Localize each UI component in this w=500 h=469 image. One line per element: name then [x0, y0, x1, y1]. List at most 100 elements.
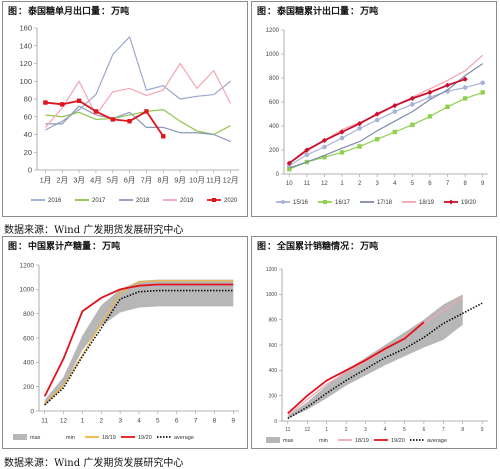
y-tick-label: 800 — [23, 311, 34, 318]
x-tick-label: 3月 — [73, 176, 85, 185]
x-tick-label: 8 — [461, 427, 464, 433]
data-source-note: 数据来源：Wind 广发期货发展研究中心 — [4, 458, 184, 469]
y-tick-label: 400 — [269, 368, 278, 374]
x-tick-label: 3 — [364, 427, 367, 433]
y-tick-label: 200 — [269, 148, 280, 154]
x-tick-label: 4 — [384, 427, 387, 433]
series-line-average — [287, 302, 483, 420]
x-tick-label: 11 — [304, 181, 311, 187]
x-tick-label: 8月 — [157, 176, 169, 185]
legend-label: 2018 — [136, 198, 150, 204]
series-line-2018 — [45, 105, 231, 143]
x-tick-label: 4月 — [90, 176, 102, 185]
data-point-2020 — [144, 109, 149, 114]
title-unit: 万吨 — [111, 7, 130, 17]
x-tick-label: 10 — [286, 181, 293, 187]
x-tick-label: 12 — [304, 427, 310, 433]
x-tick-label: 1 — [81, 418, 85, 425]
x-tick-label: 6 — [428, 181, 432, 187]
legend-marker — [323, 200, 327, 204]
x-tick-label: 2月 — [56, 176, 68, 185]
legend-swatch-max — [13, 434, 27, 440]
data-point-15/16 — [322, 144, 327, 150]
data-point-16/17 — [339, 150, 345, 155]
legend-label: min — [319, 438, 328, 444]
title-text: 中国累计产糖量 — [28, 242, 92, 252]
y-tick-label: 0 — [30, 408, 34, 415]
legend-label: 16/17 — [335, 200, 351, 206]
x-tick-label: 7 — [194, 418, 198, 425]
title-label: 图 — [8, 242, 18, 252]
y-tick-label: 0 — [28, 166, 32, 175]
title-unit: 万吨 — [360, 242, 379, 252]
x-tick-label: 11月 — [206, 176, 221, 185]
title-label: 图 — [257, 7, 267, 17]
data-source-note: 数据来源：Wind 广发期货发展研究中心 — [4, 225, 184, 236]
data-point-16/17 — [357, 144, 362, 149]
data-point-2020 — [110, 117, 115, 122]
legend-label: average — [174, 435, 194, 441]
legend-label: 19/20 — [138, 435, 152, 441]
series-line-17/18 — [289, 63, 484, 169]
legend-label: 19/20 — [461, 200, 477, 206]
x-tick-label: 2 — [345, 427, 348, 433]
y-tick-label: 400 — [269, 124, 280, 130]
x-tick-label: 9 — [481, 427, 484, 433]
series-line-16/17 — [289, 91, 483, 170]
chart-title: 图：全国累计销糖情况：万吨 — [257, 242, 379, 252]
title-label: 图 — [8, 7, 18, 17]
x-tick-label: 6 — [175, 418, 179, 425]
legend-label: 17/18 — [377, 200, 393, 206]
title-text: 泰国糖单月出口量 — [28, 7, 101, 17]
x-tick-label: 5月 — [107, 176, 119, 185]
data-point-2020 — [76, 98, 82, 103]
y-tick-label: 20 — [24, 148, 32, 157]
legend-label: 2019 — [180, 198, 194, 204]
x-tick-label: 2 — [99, 418, 103, 425]
title-label: 图 — [257, 242, 267, 252]
y-tick-label: 1000 — [266, 52, 280, 58]
x-tick-label: 1月 — [40, 176, 52, 185]
data-point-2020 — [60, 102, 65, 107]
y-tick-label: 80 — [24, 95, 32, 104]
y-tick-label: 0 — [274, 419, 277, 425]
y-tick-label: 60 — [24, 112, 32, 121]
legend-label: 15/16 — [293, 200, 309, 206]
x-tick-label: 10月 — [189, 176, 205, 185]
x-tick-label: 4 — [393, 181, 397, 187]
x-tick-label: 11 — [285, 427, 290, 433]
legend-marker — [281, 200, 285, 204]
y-tick-label: 200 — [23, 384, 34, 391]
y-tick-label: 800 — [269, 317, 278, 323]
x-tick-label: 3 — [118, 418, 122, 425]
y-tick-label: 120 — [19, 59, 32, 68]
data-point-15/16 — [304, 152, 310, 158]
data-point-2020 — [93, 109, 99, 114]
y-tick-label: 400 — [23, 360, 34, 367]
data-point-15/16 — [410, 102, 415, 107]
y-tick-label: 100 — [19, 77, 32, 86]
x-tick-label: 12 — [321, 181, 328, 187]
chart-title: 图：中国累计产糖量：万吨 — [8, 242, 121, 252]
x-tick-label: 9 — [481, 181, 485, 187]
legend-label: max — [283, 438, 294, 444]
title-text: 泰国糖累计出口量 — [277, 7, 350, 17]
series-line-19/20 — [287, 321, 425, 415]
x-tick-label: 7 — [446, 181, 450, 187]
legend-label: average — [427, 438, 447, 444]
y-tick-label: 200 — [269, 393, 278, 399]
x-tick-label: 9 — [232, 418, 236, 425]
x-tick-label: 8 — [213, 418, 217, 425]
x-tick-label: 7月 — [141, 176, 153, 185]
data-point-16/17 — [427, 114, 433, 119]
x-tick-label: 1 — [340, 181, 344, 187]
x-tick-label: 4 — [137, 418, 141, 425]
series-max-min-band — [44, 279, 234, 407]
x-tick-label: 2 — [358, 181, 362, 187]
legend-marker — [212, 198, 216, 202]
y-tick-label: 1200 — [266, 267, 277, 273]
title-text: 全国累计销糖情况 — [277, 242, 350, 252]
legend-label: 19/20 — [391, 438, 405, 444]
x-tick-label: 11 — [41, 418, 48, 425]
